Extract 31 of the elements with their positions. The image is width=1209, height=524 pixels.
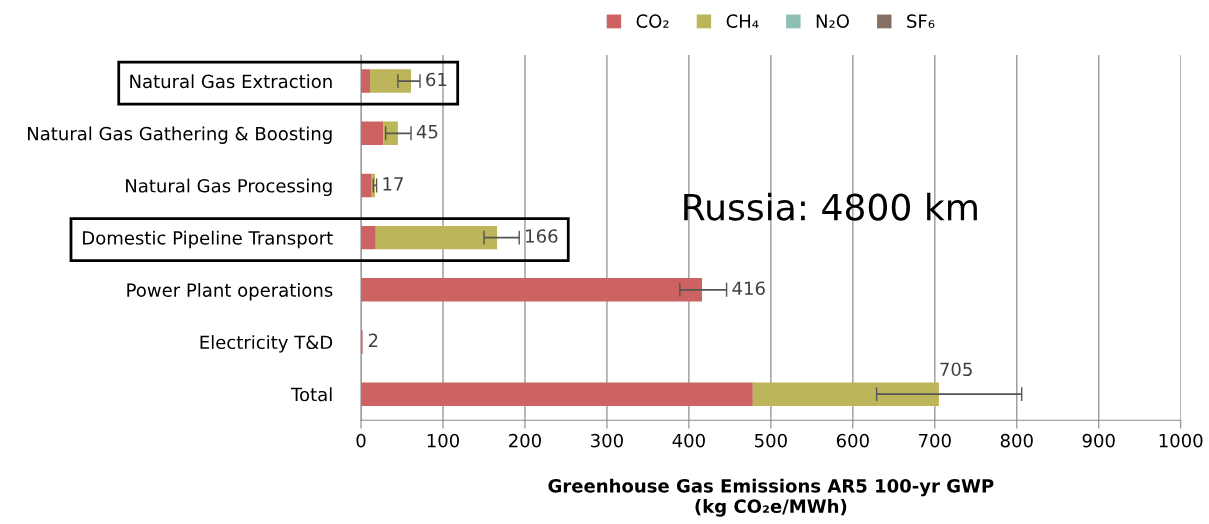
x-tick-label: 600 [836, 433, 869, 448]
total-label: 705 [940, 362, 972, 377]
y-tick-label: Natural Gas Extraction [130, 74, 332, 89]
x-tick-label: 300 [591, 433, 623, 448]
legend-label: CH₄ [726, 14, 759, 28]
x-tick-label: 200 [509, 433, 541, 448]
x-tick-label: 100 [427, 433, 460, 448]
y-tick-label: Power Plant operations [127, 282, 333, 301]
total-label: 416 [732, 281, 765, 296]
x-tick-label: 0 [356, 433, 366, 448]
y-tick-label: Natural Gas Processing [126, 178, 332, 197]
x-tick-label: 400 [672, 433, 705, 448]
legend-label: N₂O [816, 14, 849, 28]
y-tick-label: Natural Gas Gathering & Boosting [27, 126, 332, 144]
x-axis-title: Greenhouse Gas Emissions AR5 100-yr GWP (kg CO₂e/MWh) [548, 478, 994, 517]
y-tick-label: Total [291, 387, 332, 402]
total-label: 2 [368, 333, 378, 347]
x-tick-label: 1000 [1159, 433, 1203, 448]
x-tick-label: 900 [1082, 433, 1115, 448]
x-tick-label: 700 [919, 433, 951, 448]
y-tick-label: Domestic Pipeline Transport [83, 230, 333, 249]
legend-label: CO₂ [636, 14, 669, 28]
annotation: Russia: 4800 km [684, 192, 977, 221]
x-tick-label: 800 [1000, 433, 1033, 448]
total-label: 17 [383, 177, 403, 191]
x-tick-label: 500 [755, 433, 787, 448]
y-tick-label: Electricity T&D [200, 335, 333, 353]
total-label: 45 [416, 125, 438, 139]
legend-label: SF₆ [907, 14, 935, 28]
total-label: 166 [526, 229, 558, 243]
total-label: 61 [426, 72, 447, 87]
